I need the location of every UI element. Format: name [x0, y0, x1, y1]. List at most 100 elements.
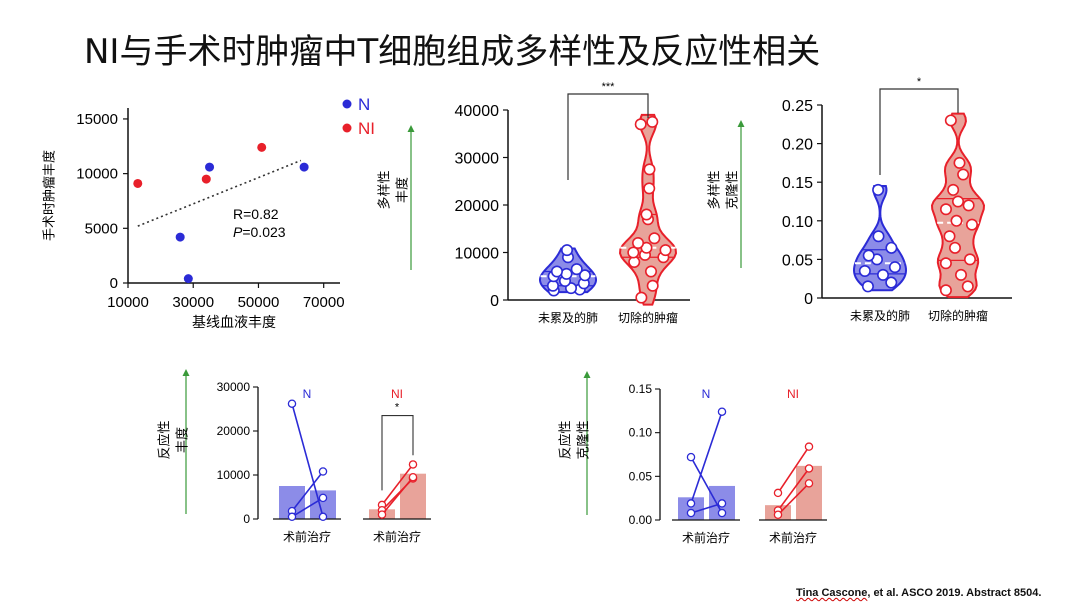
y-tick-label: 0: [110, 275, 118, 292]
x-axis-label: 术前治疗: [769, 530, 817, 545]
y-axis-label: 手术时肿瘤丰度: [41, 150, 56, 241]
pair-point-N: [717, 407, 727, 416]
y-tick-label: 40000: [455, 103, 500, 120]
pair-line-N: [291, 497, 324, 518]
pair-point-N: [287, 512, 297, 522]
violin-1-point: [965, 218, 978, 231]
scatter-point-N: [175, 232, 185, 242]
x-tick-label: 10000: [107, 294, 149, 311]
x-axis-label: 术前治疗: [682, 530, 730, 545]
violin-1-point: [947, 183, 960, 196]
pair-line-NI: [381, 476, 414, 516]
violin-1-point: [646, 115, 659, 128]
pair-line-N: [690, 411, 723, 504]
group-label-NI: NI: [787, 387, 799, 401]
group-label-NI: NI: [391, 387, 403, 401]
scatter-point-N: [205, 162, 215, 172]
pair-line-N: [291, 470, 324, 512]
group-label-N: N: [303, 387, 312, 401]
pair-line-N: [291, 403, 324, 518]
y-tick-label: 0.10: [629, 426, 653, 440]
violin-1-point: [950, 214, 963, 227]
violin-1-point: [943, 230, 956, 243]
bar-N-0: [678, 497, 704, 520]
y-tick-label: 10000: [455, 246, 500, 263]
p-label: P: [233, 224, 243, 240]
y-tick-label: 0: [243, 512, 250, 526]
r-value: R=0.82: [233, 206, 279, 222]
violin-0-point: [885, 241, 898, 254]
y-tick-label: 15000: [76, 111, 118, 128]
citation-author: Tina Cascone: [796, 587, 868, 599]
violin-1-point: [939, 203, 952, 216]
scatter-point-NI: [201, 174, 211, 184]
y-axis-label-2: 丰度: [394, 177, 409, 203]
violin-1-point: [948, 241, 961, 254]
violin-0-point: [872, 230, 885, 243]
y-tick-label: 30000: [455, 151, 500, 168]
pair-point-NI: [773, 488, 783, 498]
y-tick-label: 20000: [455, 198, 500, 215]
violin-1-point: [951, 195, 964, 208]
violin-1-point: [640, 208, 653, 221]
scatter-point-N: [183, 274, 193, 284]
violin-1-point: [632, 237, 645, 250]
p-value-text: P=0.023: [233, 224, 286, 240]
violin-0-point: [861, 280, 874, 293]
y-tick-label: 0.00: [629, 513, 653, 527]
pair-line-NI: [777, 446, 810, 494]
scatter-point-NI: [133, 178, 143, 188]
violin-0-point: [862, 249, 875, 262]
x-tick-label: 50000: [238, 294, 280, 311]
y-axis-label-2: 克隆性: [724, 170, 739, 209]
violin-1-point: [643, 163, 656, 176]
pair-point-N: [717, 499, 727, 508]
citation: Tina Cascone, et al. ASCO 2019. Abstract…: [796, 587, 1041, 599]
violin-1-point: [939, 257, 952, 270]
pair-point-NI: [804, 479, 814, 488]
violin-0-point: [885, 276, 898, 289]
y-tick-label: 0: [804, 291, 813, 308]
significance-bracket: [567, 93, 649, 180]
significance-bracket: [381, 415, 414, 491]
violin-1-point: [957, 168, 970, 181]
y-tick-label: 10000: [217, 468, 251, 482]
y-axis-arrow-head: [737, 120, 745, 127]
x-category-label: 切除的肿瘤: [618, 310, 678, 325]
y-tick-label: 0.15: [782, 175, 813, 192]
violin-1-point: [939, 284, 952, 297]
x-category-label: 未累及的肺: [850, 308, 910, 323]
legend-label-N: N: [358, 95, 370, 114]
pair-point-N: [318, 493, 328, 503]
y-axis-arrow-head: [407, 125, 415, 132]
y-tick-label: 0.20: [782, 137, 813, 154]
violin-0-point: [550, 265, 563, 278]
group-label-N: N: [702, 387, 711, 401]
pair-point-N: [318, 467, 328, 476]
legend-label-NI: NI: [358, 119, 375, 138]
y-tick-label: 0: [490, 293, 499, 310]
pair-point-NI: [804, 464, 814, 473]
violin-1-point: [644, 265, 657, 278]
violin-1-point: [627, 246, 640, 259]
violin-1-point: [659, 244, 672, 257]
y-tick-label: 0.05: [782, 252, 813, 269]
x-category-label: 未累及的肺: [538, 310, 598, 325]
violin-0-point: [872, 183, 885, 196]
citation-rest: , et al. ASCO 2019. Abstract 8504.: [867, 587, 1042, 599]
y-tick-label: 0.25: [782, 98, 813, 115]
violin-1-point: [954, 268, 967, 281]
violin-0-point: [561, 244, 574, 257]
violin-1-point: [648, 232, 661, 245]
x-axis-label: 基线血液丰度: [192, 314, 276, 330]
y-tick-label: 0.15: [629, 382, 653, 396]
pair-line-N: [690, 456, 723, 514]
violin-1-point: [643, 182, 656, 195]
violin-1-point: [646, 279, 659, 292]
significance-marker: *: [917, 76, 922, 88]
pair-line-NI: [777, 482, 810, 516]
pair-point-NI: [408, 472, 418, 482]
